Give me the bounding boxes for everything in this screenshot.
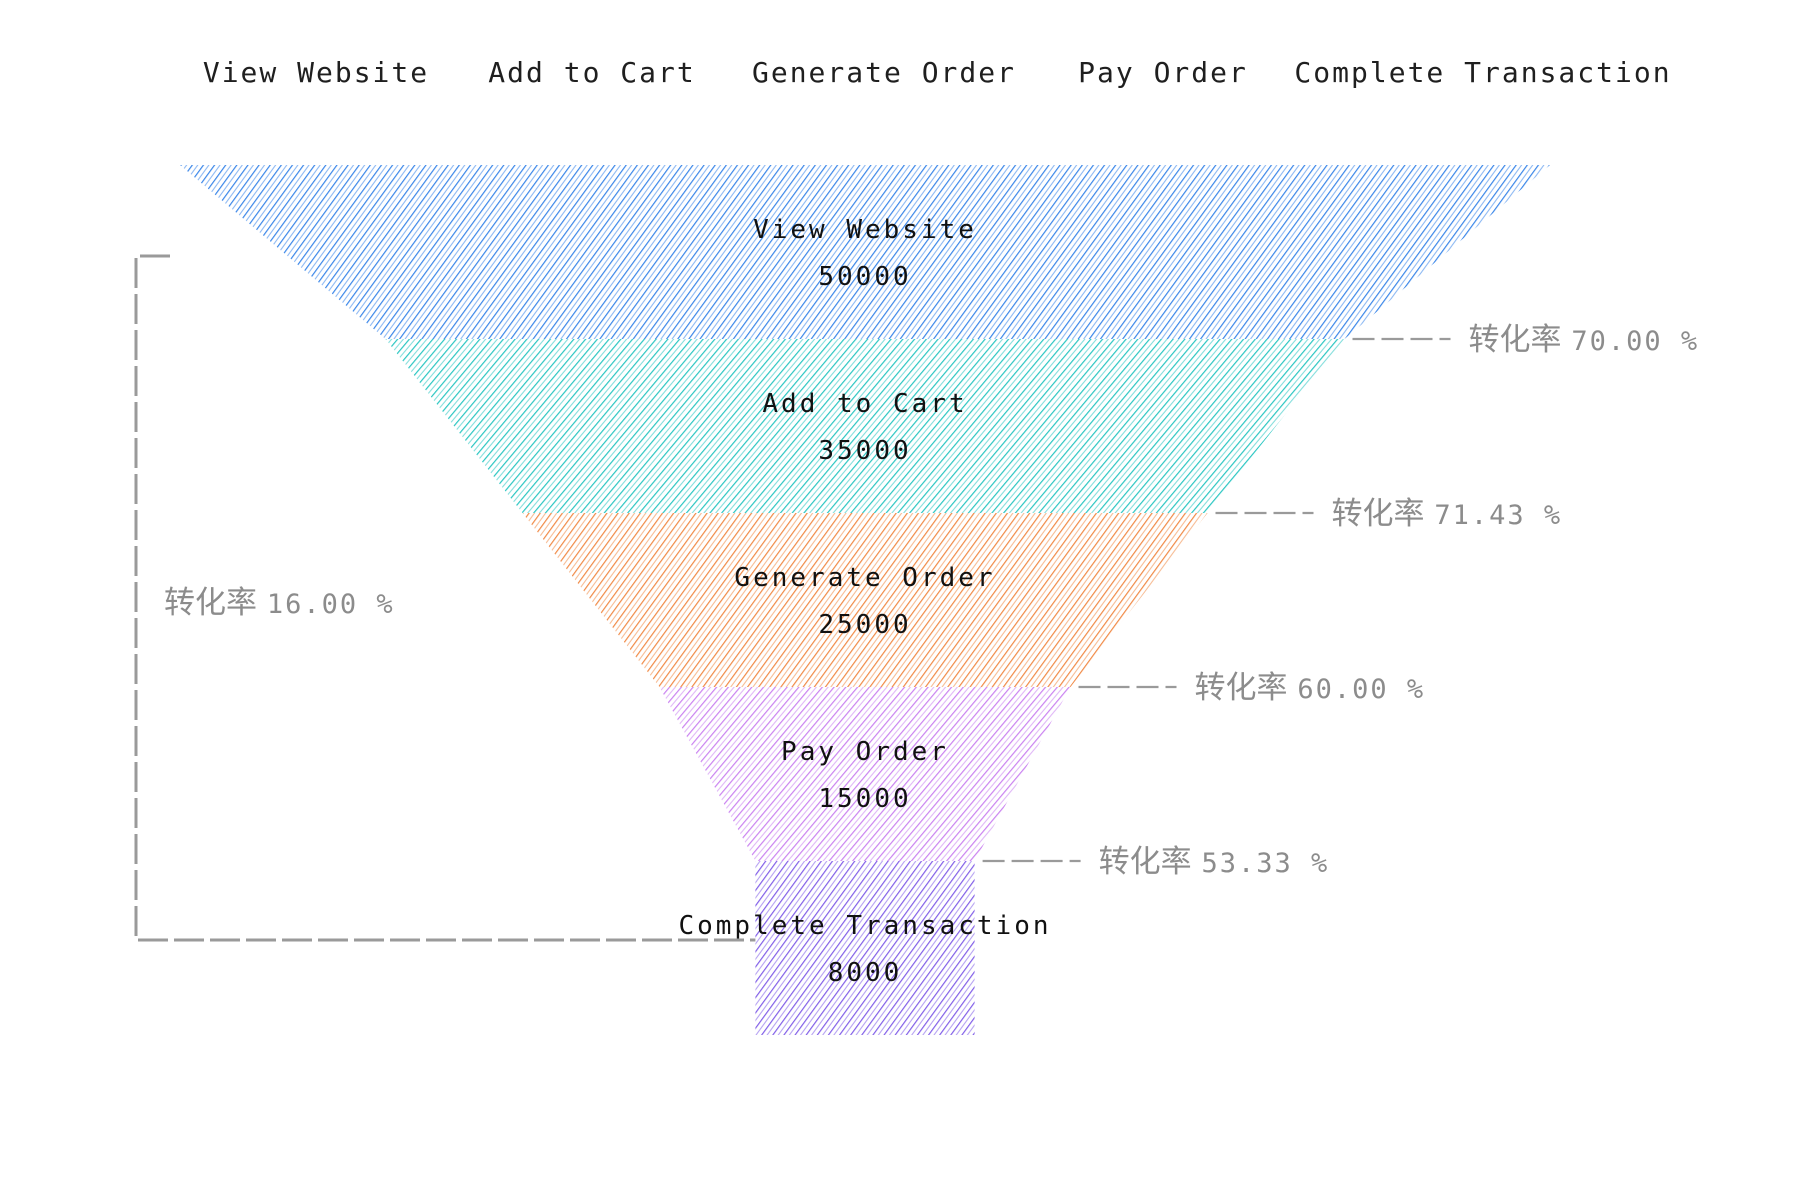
stage-label-add-to-cart: Add to Cart bbox=[762, 389, 967, 419]
legend: View Website Add to Cart Generate Order Pay… bbox=[203, 56, 1671, 89]
funnel-stage-generate-order[interactable]: Generate Order 25000 bbox=[522, 513, 1208, 687]
stage-label-pay-order: Pay Order bbox=[781, 737, 949, 767]
conversion-rate-label: 转化率 60.00 % bbox=[1195, 670, 1426, 706]
conversion-rate-label: 转化率 71.43 % bbox=[1332, 496, 1563, 532]
conversion-rate-label: 转化率 70.00 % bbox=[1469, 322, 1700, 358]
funnel-band-add-to-cart[interactable] bbox=[385, 339, 1345, 513]
stage-label-view-website: View Website bbox=[753, 215, 977, 245]
funnel-stage-add-to-cart[interactable]: Add to Cart 35000 bbox=[385, 339, 1345, 513]
funnel-stages: View Website 50000 Add to Cart 35000 Generat… bbox=[180, 165, 1550, 1035]
legend-item-complete-transaction[interactable]: Complete Transaction bbox=[1294, 56, 1671, 89]
conversion-annotation-4: 转化率 53.33 % bbox=[982, 844, 1330, 880]
funnel-stage-pay-order[interactable]: Pay Order 15000 bbox=[659, 687, 1071, 861]
conversion-annotations: 转化率 70.00 % 转化率 71.43 % 转化率 60.00 % 转化率 53.… bbox=[134, 254, 1700, 942]
stage-value-complete-transaction: 8000 bbox=[828, 958, 903, 988]
conversion-rate-label: 转化率 53.33 % bbox=[1099, 844, 1330, 880]
funnel-band-view-website[interactable] bbox=[180, 165, 1550, 339]
stage-value-pay-order: 15000 bbox=[818, 784, 911, 814]
conversion-annotation-1: 转化率 70.00 % bbox=[1352, 322, 1700, 358]
overall-conversion-label: 转化率 16.00 % bbox=[164, 585, 395, 621]
conversion-annotation-2: 转化率 71.43 % bbox=[1215, 496, 1563, 532]
funnel-band-complete-transaction[interactable] bbox=[755, 861, 975, 1035]
stage-value-generate-order: 25000 bbox=[818, 610, 911, 640]
overall-conversion-bracket: 转化率 16.00 % bbox=[134, 254, 756, 942]
legend-item-generate-order[interactable]: Generate Order bbox=[752, 56, 1016, 89]
funnel-stage-view-website[interactable]: View Website 50000 bbox=[180, 165, 1550, 339]
stage-label-generate-order: Generate Order bbox=[734, 563, 995, 593]
legend-item-add-to-cart[interactable]: Add to Cart bbox=[488, 56, 695, 89]
legend-item-pay-order[interactable]: Pay Order bbox=[1078, 56, 1248, 89]
conversion-annotation-3: 转化率 60.00 % bbox=[1078, 670, 1426, 706]
stage-value-view-website: 50000 bbox=[818, 262, 911, 292]
stage-label-complete-transaction: Complete Transaction bbox=[678, 911, 1051, 941]
funnel-stage-complete-transaction[interactable]: Complete Transaction 8000 bbox=[678, 861, 1051, 1035]
stage-value-add-to-cart: 35000 bbox=[818, 436, 911, 466]
funnel-band-pay-order[interactable] bbox=[659, 687, 1071, 861]
funnel-band-generate-order[interactable] bbox=[522, 513, 1208, 687]
overall-bracket-line bbox=[134, 254, 756, 942]
legend-item-view-website[interactable]: View Website bbox=[203, 56, 429, 89]
